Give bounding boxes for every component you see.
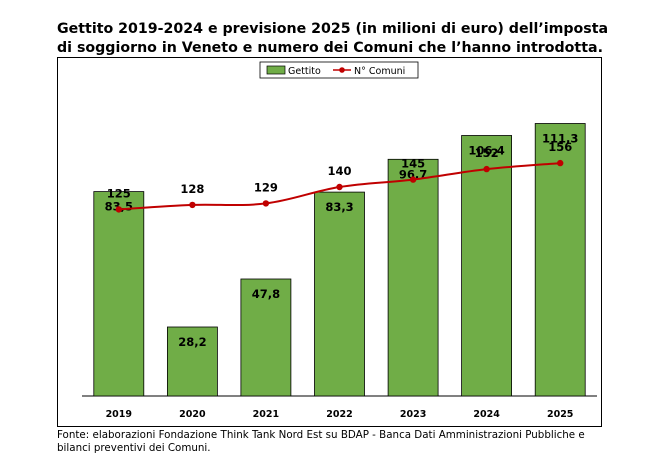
line-series-group: 125 128 129 140 145 152 156 [107, 140, 572, 213]
source-note: Fonte: elaborazioni Fondazione Think Tan… [57, 429, 627, 455]
x-tick-label: 2020 [179, 409, 206, 420]
comuni-point [409, 176, 417, 183]
x-tick-labels: 2019 2020 2021 2022 2023 2024 2025 [106, 409, 574, 420]
comuni-value-label: 152 [475, 146, 499, 160]
comuni-value-label: 129 [254, 180, 278, 194]
comuni-value-label: 145 [401, 157, 425, 171]
bar-2025 [534, 123, 586, 397]
chart-title-line-1: Gettito 2019-2024 e previsione 2025 (in … [57, 21, 609, 37]
bar-2020 [166, 326, 218, 397]
comuni-point [336, 183, 343, 191]
bar-value-label: 28,2 [178, 335, 206, 349]
comuni-point [557, 159, 564, 167]
x-tick-label: 2022 [326, 409, 352, 420]
comuni-point [115, 206, 123, 213]
bar-value-label: 106,4 [468, 144, 504, 158]
comuni-point [262, 200, 270, 207]
chart-title: Gettito 2019-2024 e previsione 2025 (in … [57, 20, 647, 58]
legend-swatch-gettito [266, 65, 286, 75]
comuni-value-label: 156 [548, 140, 572, 154]
comuni-value-label: 128 [180, 182, 204, 196]
comuni-point [189, 201, 196, 209]
x-tick-label: 2025 [547, 409, 573, 420]
legend-label-gettito: Gettito [288, 66, 321, 77]
x-tick-label: 2021 [253, 409, 279, 420]
bar-value-label: 83,3 [325, 200, 353, 214]
chart-title-line-2: di soggiorno in Veneto e numero dei Comu… [57, 40, 603, 56]
bar-2024 [461, 135, 513, 397]
bar-value-label: 47,8 [252, 287, 280, 301]
source-line-2: bilanci preventivi dei Comuni. [57, 442, 211, 454]
bar-2019 [93, 191, 145, 397]
legend-swatch-comuni-marker [339, 67, 345, 73]
legend: Gettito N° Comuni [259, 61, 419, 79]
x-tick-label: 2019 [106, 409, 132, 420]
source-line-1: Fonte: elaborazioni Fondazione Think Tan… [57, 429, 585, 441]
bar-2023 [387, 158, 439, 397]
bar-value-label: 111,3 [542, 132, 578, 146]
comuni-value-label: 125 [107, 186, 131, 200]
comuni-point [483, 165, 490, 173]
bar-2022 [314, 191, 365, 397]
comuni-value-label: 140 [327, 164, 351, 178]
x-tick-label: 2024 [473, 409, 500, 420]
x-tick-label: 2023 [400, 409, 426, 420]
bar-2021 [240, 278, 292, 397]
legend-label-comuni: N° Comuni [354, 66, 405, 77]
